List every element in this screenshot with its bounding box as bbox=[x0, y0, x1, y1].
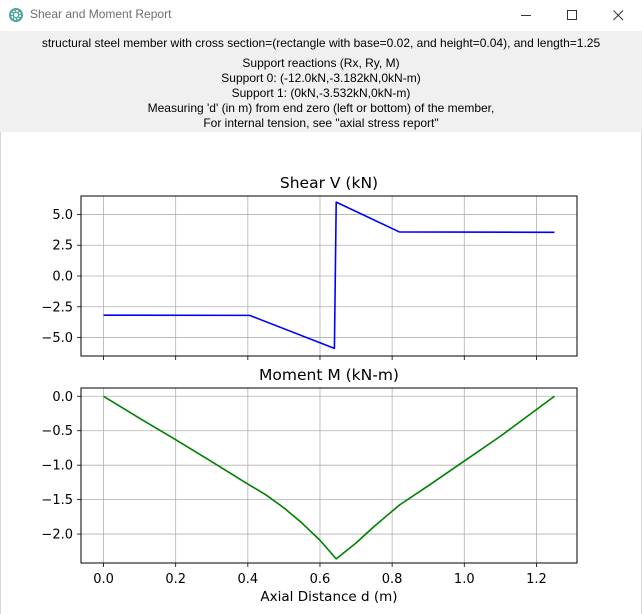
x-axis-label: Axial Distance d (m) bbox=[260, 589, 397, 605]
minimize-icon bbox=[521, 15, 531, 16]
moment-chart-title: Moment M (kN-m) bbox=[259, 366, 399, 384]
support-0-reaction: Support 0: (-12.0kN,-3.182kN,0kN-m) bbox=[221, 71, 421, 85]
member-description: structural steel member with cross secti… bbox=[41, 36, 601, 50]
close-icon bbox=[613, 10, 624, 21]
window-border-left bbox=[0, 0, 1, 614]
x-tick-label: 1.0 bbox=[454, 572, 475, 587]
tension-note: For internal tension, see "axial stress … bbox=[203, 116, 439, 130]
close-button[interactable] bbox=[596, 0, 642, 31]
y-tick-label: 2.5 bbox=[52, 239, 73, 254]
shear-moment-figure: 5.0 2.5 0.0 −2.5 −5.0 Shear V (kN) 0.0 0.2 0.4 0.… bbox=[41, 174, 578, 605]
x-tick-label: 0.6 bbox=[310, 572, 331, 587]
plot-frame bbox=[80, 387, 578, 564]
y-tick-label: −2.5 bbox=[41, 300, 73, 315]
x-tick-label: 0.8 bbox=[382, 572, 403, 587]
x-tick-label: 0.2 bbox=[165, 572, 186, 587]
window-title: Shear and Moment Report bbox=[30, 7, 172, 21]
maximize-icon bbox=[567, 10, 577, 20]
x-tick-label: 1.2 bbox=[526, 572, 547, 587]
report-header: structural steel member with cross secti… bbox=[0, 31, 642, 132]
y-tick-label: −1.5 bbox=[41, 493, 73, 508]
maximize-button[interactable] bbox=[550, 0, 596, 31]
measurement-note: Measuring 'd' (in m) from end zero (left… bbox=[147, 101, 495, 115]
y-tick-label: −0.5 bbox=[41, 424, 73, 439]
x-tick-label: 0.0 bbox=[93, 572, 114, 587]
y-tick-label: −1.0 bbox=[41, 459, 73, 474]
x-tick-label: 0.4 bbox=[237, 572, 258, 587]
y-tick-label: 0.0 bbox=[52, 270, 73, 285]
support-reactions-heading: Support reactions (Rx, Ry, M) bbox=[242, 56, 400, 70]
moment-series-line bbox=[103, 395, 555, 560]
y-tick-label: −2.0 bbox=[41, 528, 73, 543]
y-tick-label: 5.0 bbox=[52, 208, 73, 223]
gear-icon bbox=[9, 8, 23, 22]
title-bar[interactable]: Shear and Moment Report bbox=[0, 0, 642, 31]
shear-series-line bbox=[103, 201, 555, 350]
shear-chart-title: Shear V (kN) bbox=[280, 174, 378, 192]
y-tick-label: 0.0 bbox=[52, 390, 73, 405]
support-1-reaction: Support 1: (0kN,-3.532kN,0kN-m) bbox=[231, 86, 411, 100]
minimize-button[interactable] bbox=[504, 0, 550, 31]
y-tick-label: −5.0 bbox=[41, 331, 73, 346]
